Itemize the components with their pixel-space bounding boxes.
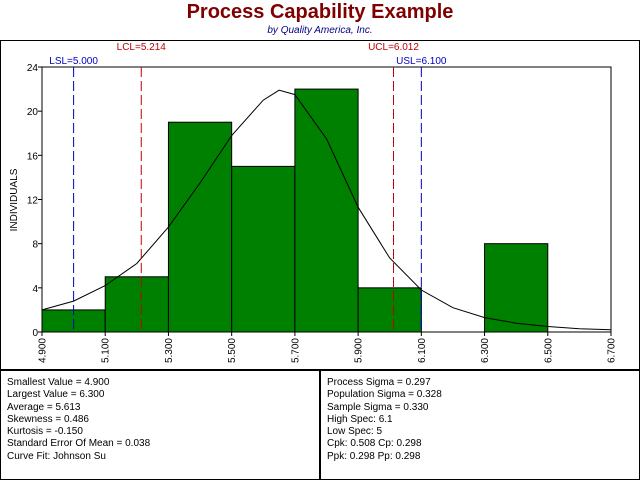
chart-subtitle: by Quality America, Inc. bbox=[267, 25, 373, 36]
stat-right-4: Low Spec: 5 bbox=[327, 426, 383, 438]
x-tick-label-9: 6.700 bbox=[607, 338, 618, 363]
fit-curve-johnson-su bbox=[41, 89, 612, 331]
y-tick-label-3: 12 bbox=[27, 196, 39, 207]
y-axis-label: INDIVIDUALS bbox=[9, 168, 20, 231]
stats-panel-right: Process Sigma = 0.297 Population Sigma = … bbox=[320, 370, 640, 480]
capability-chart: LCL=5.214 UCL=6.012 LSL=5.000 USL=6.100 0 4 8 1… bbox=[0, 40, 640, 370]
x-tick-label-4: 5.700 bbox=[290, 338, 301, 363]
histogram-bar-7 bbox=[484, 243, 549, 333]
stat-right-5: Cpk: 0.508 Cp: 0.298 bbox=[327, 438, 422, 450]
stat-left-3: Skewness = 0.486 bbox=[7, 413, 89, 425]
x-tick-label-2: 5.300 bbox=[164, 338, 175, 363]
stat-left-5: Standard Error Of Mean = 0.038 bbox=[7, 438, 151, 450]
x-tick-label-5: 5.900 bbox=[354, 338, 365, 363]
stat-right-6: Ppk: 0.298 Pp: 0.298 bbox=[327, 450, 421, 462]
x-tick-label-1: 5.100 bbox=[101, 338, 112, 363]
x-tick-label-8: 6.500 bbox=[543, 338, 554, 363]
stat-left-6: Curve Fit: Johnson Su bbox=[7, 450, 106, 462]
x-tick-label-3: 5.500 bbox=[227, 338, 238, 363]
y-tick-label-5: 20 bbox=[27, 107, 39, 118]
x-tick-label-0: 4.900 bbox=[38, 338, 49, 363]
control-line-label-1: UCL=6.012 bbox=[368, 42, 419, 53]
y-tick-label-6: 24 bbox=[27, 63, 39, 74]
chart-title: Process Capability Example bbox=[186, 1, 454, 23]
stat-left-4: Kurtosis = -0.150 bbox=[7, 426, 83, 438]
y-tick-label-2: 8 bbox=[32, 240, 38, 251]
spec-line-label-0: LSL=5.000 bbox=[49, 56, 98, 67]
histogram-bar-5 bbox=[357, 287, 422, 333]
y-tick-label-1: 4 bbox=[32, 284, 38, 295]
y-tick-label-4: 16 bbox=[27, 151, 39, 162]
histogram-bar-4 bbox=[294, 88, 359, 333]
stat-left-2: Average = 5.613 bbox=[7, 401, 81, 413]
stats-panel-left: Smallest Value = 4.900 Largest Value = 6.… bbox=[0, 370, 320, 480]
stat-right-0: Process Sigma = 0.297 bbox=[327, 377, 431, 388]
histogram-bar-1 bbox=[104, 276, 169, 333]
x-tick-label-7: 6.300 bbox=[480, 338, 491, 363]
stat-left-1: Largest Value = 6.300 bbox=[7, 389, 105, 401]
stat-right-1: Population Sigma = 0.328 bbox=[327, 389, 442, 401]
histogram-bar-2 bbox=[167, 121, 233, 333]
spec-line-label-1: USL=6.100 bbox=[396, 56, 447, 67]
y-tick-label-0: 0 bbox=[32, 328, 38, 339]
x-tick-label-6: 6.100 bbox=[417, 338, 428, 363]
stat-left-0: Smallest Value = 4.900 bbox=[7, 377, 110, 388]
stat-right-3: High Spec: 6.1 bbox=[327, 413, 393, 425]
stat-right-2: Sample Sigma = 0.330 bbox=[327, 401, 429, 413]
histogram-bar-3 bbox=[231, 165, 296, 333]
control-line-label-0: LCL=5.214 bbox=[117, 42, 167, 53]
